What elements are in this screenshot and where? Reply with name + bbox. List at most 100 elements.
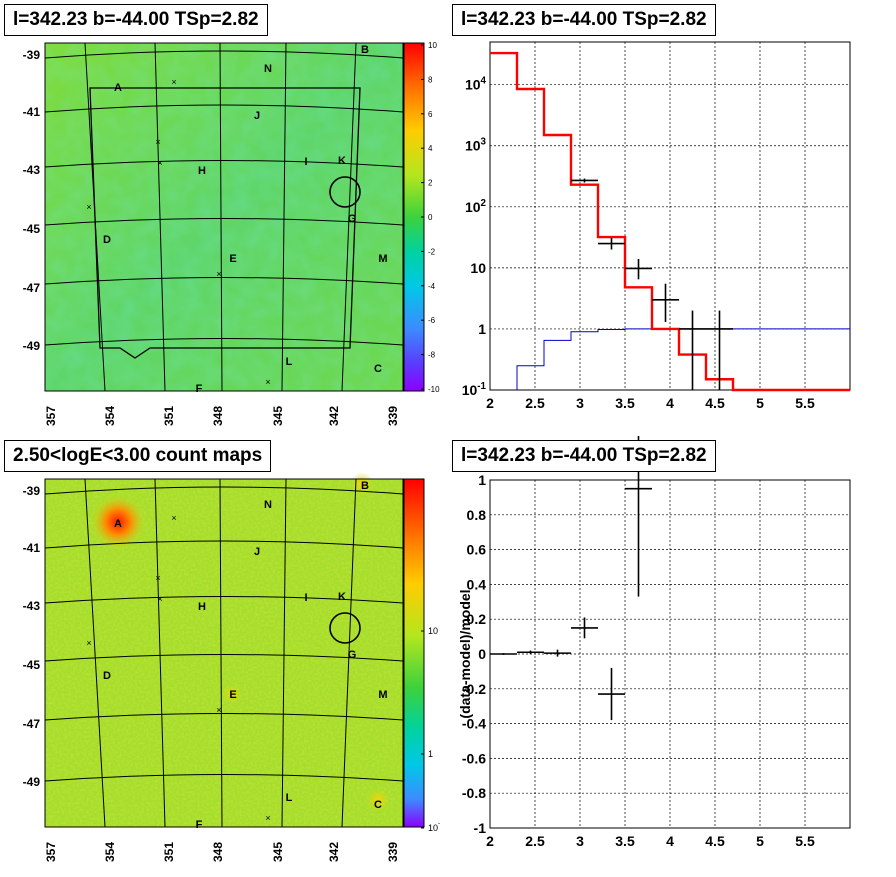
source-label-d: D	[103, 234, 111, 246]
point-source-marker: ×	[157, 594, 162, 604]
coordinate-grid	[44, 42, 404, 392]
residuals-axis-ticks: 2 2.5 3 3.5 4 4.5 5 5.5 -1 -0.8 -0.6 -0.4 -0.2 0 0.2 0.…	[462, 472, 815, 849]
source-label-n: N	[264, 499, 272, 511]
colorbar-tick-label: 6	[428, 110, 433, 119]
y-tick--41: -41	[23, 541, 41, 555]
residual-point-2	[544, 649, 571, 657]
source-label-g: G	[348, 649, 357, 661]
target-circle	[329, 176, 361, 208]
panel-residual-map: A B C D E F G H I J K L M N × × × × × × 10 8 6 4 2 0 -2 -4 -6 -8 -10 …	[0, 0, 440, 430]
y-tick--41: -41	[23, 105, 41, 119]
residual-map-title: l=342.23 b=-44.00 TSp=2.82	[4, 4, 268, 36]
x-tick-2: 2	[486, 395, 494, 411]
source-label-n: N	[264, 63, 272, 75]
panel-residuals: 2 2.5 3 3.5 4 4.5 5 5.5 -1 -0.8 -0.6 -0.4 -0.2 0 0.2 0.…	[440, 380, 896, 872]
y-tick-10^4: 104	[465, 76, 487, 93]
y-tick-1: 1	[478, 472, 486, 488]
colorbar-tick-label: 8	[428, 75, 433, 84]
y-tick--0.4: -0.4	[462, 716, 486, 732]
residual-point-0	[490, 653, 517, 655]
colorbar-tick-label: 4	[428, 144, 433, 153]
x-tick-3: 3	[576, 833, 584, 849]
count-map-grid	[44, 478, 404, 828]
x-tick-339: 339	[386, 842, 400, 862]
y-tick--43: -43	[23, 163, 41, 177]
x-tick-2.5: 2.5	[525, 395, 545, 411]
x-tick-5.5: 5.5	[795, 833, 815, 849]
y-tick-0.6: 0.6	[467, 542, 487, 558]
x-tick-5: 5	[756, 833, 764, 849]
x-tick-345: 345	[271, 406, 285, 426]
x-tick-342: 342	[327, 842, 341, 862]
x-tick-3.5: 3.5	[615, 833, 635, 849]
y-tick--1: -1	[474, 820, 487, 836]
count-y-tick-labels: -39 -41 -43 -45 -47 -49	[23, 484, 41, 789]
point-source-marker: ×	[265, 377, 270, 387]
source-label-c: C	[374, 363, 382, 375]
source-label-h: H	[198, 601, 206, 613]
spectrum-title: l=342.23 b=-44.00 TSp=2.82	[452, 4, 716, 36]
residuals-title: l=342.23 b=-44.00 TSp=2.82	[452, 440, 716, 472]
y-tick--45: -45	[23, 222, 41, 236]
residual-point-4	[598, 667, 625, 721]
source-a-hotspot	[90, 494, 146, 550]
y-tick-0.2: 0.2	[467, 611, 487, 627]
x-tick-354: 354	[103, 406, 117, 426]
colorbar-tick-label: -2	[428, 247, 436, 256]
source-labels-count: A B C D E F G H I J K L M N × × × × × ×	[86, 480, 387, 831]
spectrum-point-3	[652, 283, 679, 322]
x-tick-351: 351	[162, 842, 176, 862]
x-tick-357: 357	[44, 406, 58, 426]
source-label-m: M	[378, 689, 387, 701]
panel-count-map: A B C D E F G H I J K L M N × × × × × × 10 1 10-1 357 354 351 34…	[0, 436, 444, 872]
x-tick-3.5: 3.5	[615, 395, 635, 411]
y-tick-1: 1	[478, 321, 486, 337]
x-tick-348: 348	[211, 406, 225, 426]
source-label-d: D	[103, 670, 111, 682]
spectrum-point-5	[706, 310, 733, 390]
panel-spectrum: 2 2.5 3 3.5 4 4.5 5 5.5 10-1 1 10 102 103 104 l=342.2…	[440, 0, 896, 430]
y-tick-labels: -39 -41 -43 -45 -47 -49	[23, 48, 41, 353]
x-tick-348: 348	[211, 842, 225, 862]
y-tick--39: -39	[23, 48, 41, 62]
x-tick-342: 342	[327, 406, 341, 426]
source-label-h: H	[198, 165, 206, 177]
residual-data-points	[490, 380, 652, 721]
target-circle-count	[329, 612, 361, 644]
x-tick-4.5: 4.5	[705, 833, 725, 849]
y-tick--47: -47	[23, 717, 41, 731]
residual-point-3	[571, 617, 598, 639]
residuals-ylabel: (data-model)/model	[457, 589, 473, 718]
source-label-j: J	[254, 110, 260, 122]
source-label-m: M	[378, 253, 387, 265]
x-tick-5: 5	[756, 395, 764, 411]
colorbar-tick-label: 10-1	[428, 820, 440, 833]
count-map-title: 2.50<logE<3.00 count maps	[4, 440, 272, 472]
y-tick--0.6: -0.6	[462, 750, 486, 766]
source-label-e: E	[229, 253, 236, 265]
count-map-svg: A B C D E F G H I J K L M N × × × × × × 10 1 10-1 357 354 351 34…	[23, 472, 444, 862]
x-tick-354: 354	[103, 842, 117, 862]
colorbar-tick-label: -4	[428, 282, 436, 291]
colorbar-tick-label: 0	[428, 213, 433, 222]
x-tick-339: 339	[386, 406, 400, 426]
source-label-a: A	[114, 82, 122, 94]
colorbar-tick-label: 2	[428, 179, 433, 188]
source-label-g: G	[348, 213, 357, 225]
y-tick-10: 10	[470, 260, 486, 276]
y-tick--49: -49	[23, 339, 41, 353]
source-label-k: K	[338, 591, 346, 603]
y-tick--45: -45	[23, 658, 41, 672]
source-label-j: J	[254, 546, 260, 558]
spectrum-point-2	[625, 258, 652, 280]
source-label-e: E	[229, 689, 236, 701]
source-label-f: F	[196, 383, 203, 395]
map-frame	[44, 42, 404, 392]
source-label-k: K	[338, 155, 346, 167]
count-x-tick-labels: 357 354 351 348 345 342 339	[44, 842, 400, 862]
point-source-marker: ×	[216, 269, 221, 279]
x-tick-351: 351	[162, 406, 176, 426]
x-tick-5.5: 5.5	[795, 395, 815, 411]
colorbar-tick-label: 1	[428, 749, 433, 759]
